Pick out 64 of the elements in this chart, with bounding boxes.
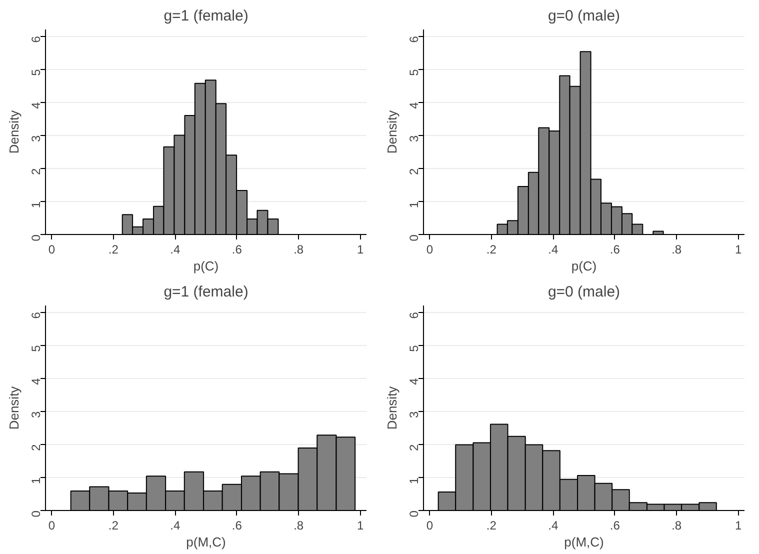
x-tick-label: 0 bbox=[426, 518, 434, 532]
x-tick-label: .8 bbox=[294, 242, 304, 256]
chart-title: g=0 (male) bbox=[548, 284, 620, 300]
x-tick-label: .6 bbox=[610, 518, 620, 532]
x-tick-label: .6 bbox=[232, 518, 242, 532]
x-tick-label: .8 bbox=[672, 518, 682, 532]
x-tick-label: 1 bbox=[356, 242, 364, 256]
x-tick-label: 0 bbox=[48, 242, 56, 256]
x-axis-title: p(M,C) bbox=[564, 534, 604, 550]
y-tick-label: 6 bbox=[407, 312, 421, 319]
y-tick-label: 1 bbox=[407, 477, 421, 484]
x-tick-label: .2 bbox=[486, 242, 497, 256]
y-tick-label: 4 bbox=[29, 378, 43, 385]
x-tick-label: .4 bbox=[548, 242, 558, 256]
x-tick-label: 0 bbox=[48, 518, 56, 532]
y-tick-label: 3 bbox=[407, 134, 421, 142]
x-tick-label: .4 bbox=[170, 242, 180, 256]
x-tick-label: .8 bbox=[672, 242, 682, 256]
x-tick-label: .8 bbox=[294, 518, 304, 532]
chart-title: g=1 (female) bbox=[164, 8, 248, 24]
y-axis-title: Density bbox=[6, 110, 22, 154]
x-tick-label: 1 bbox=[734, 242, 742, 256]
x-tick-label: .2 bbox=[108, 518, 119, 532]
y-axis-title: Density bbox=[384, 386, 400, 430]
x-tick-label: .6 bbox=[232, 242, 242, 256]
x-tick-label: 1 bbox=[734, 518, 742, 532]
y-tick-label: 1 bbox=[29, 477, 43, 484]
y-tick-label: 2 bbox=[407, 168, 421, 176]
y-tick-label: 6 bbox=[29, 312, 43, 319]
x-tick-label: .4 bbox=[548, 518, 558, 532]
y-tick-label: 0 bbox=[407, 234, 421, 242]
y-tick-label: 4 bbox=[29, 102, 43, 109]
y-tick-label: 4 bbox=[407, 102, 421, 109]
y-tick-label: 4 bbox=[407, 378, 421, 385]
y-tick-label: 3 bbox=[29, 134, 43, 142]
y-tick-label: 2 bbox=[29, 444, 43, 452]
y-axis-title: Density bbox=[6, 386, 22, 430]
y-tick-label: 2 bbox=[407, 444, 421, 452]
x-tick-label: 1 bbox=[356, 518, 364, 532]
y-tick-label: 3 bbox=[407, 410, 421, 418]
y-tick-label: 6 bbox=[407, 36, 421, 43]
x-axis-title: p(M,C) bbox=[186, 534, 226, 550]
y-tick-label: 3 bbox=[29, 410, 43, 418]
x-axis-title: p(C) bbox=[193, 258, 219, 274]
x-tick-label: .4 bbox=[170, 518, 180, 532]
x-tick-label: .2 bbox=[486, 518, 497, 532]
y-tick-label: 5 bbox=[407, 344, 421, 352]
chart-title: g=0 (male) bbox=[548, 8, 620, 24]
y-tick-label: 5 bbox=[29, 68, 43, 76]
y-tick-label: 0 bbox=[407, 510, 421, 518]
y-tick-label: 5 bbox=[29, 344, 43, 352]
x-tick-label: .2 bbox=[108, 242, 119, 256]
x-tick-label: 0 bbox=[426, 242, 434, 256]
y-tick-label: 1 bbox=[407, 201, 421, 208]
x-tick-label: .6 bbox=[610, 242, 620, 256]
y-tick-label: 2 bbox=[29, 168, 43, 176]
y-tick-label: 0 bbox=[29, 234, 43, 242]
y-tick-label: 6 bbox=[29, 36, 43, 43]
y-tick-label: 1 bbox=[29, 201, 43, 208]
y-axis-title: Density bbox=[384, 110, 400, 154]
chart-title: g=1 (female) bbox=[164, 284, 248, 300]
y-tick-label: 5 bbox=[407, 68, 421, 76]
x-axis-title: p(C) bbox=[571, 258, 597, 274]
y-tick-label: 0 bbox=[29, 510, 43, 518]
